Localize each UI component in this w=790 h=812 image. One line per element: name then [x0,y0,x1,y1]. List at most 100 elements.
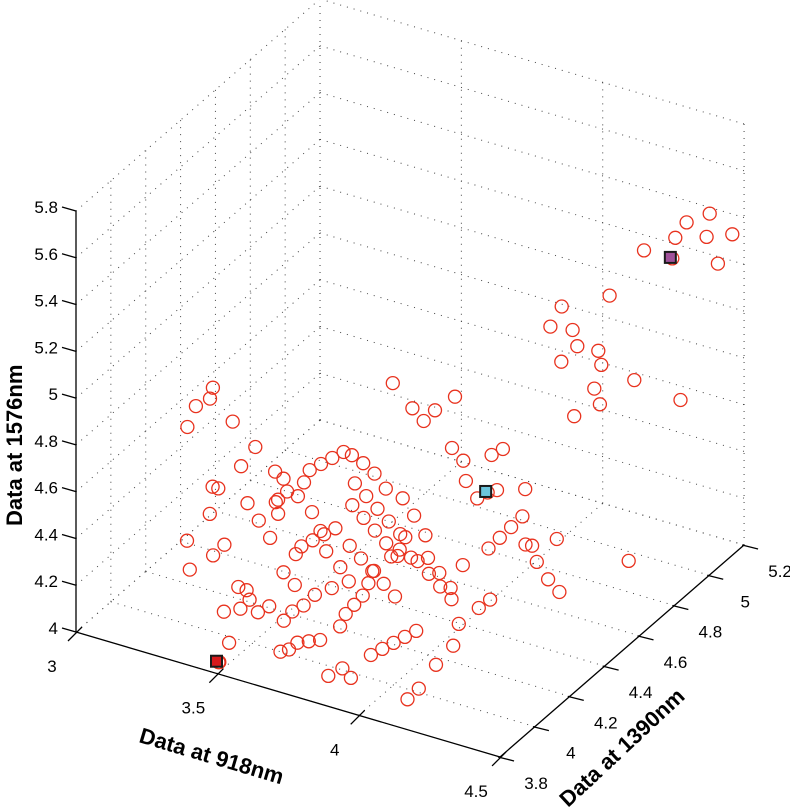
x-tick [350,709,366,725]
data-point [567,409,582,424]
data-point [518,481,533,497]
data-point [367,466,382,481]
z-tick-label: 5.4 [34,292,58,311]
data-point [296,598,311,613]
data-point [294,539,309,554]
y-tick [497,756,515,762]
z-tick [61,487,77,493]
data-point [276,471,291,486]
data-point [328,521,343,536]
z-tick [61,627,77,633]
data-point [313,456,329,472]
y-tick [672,604,689,611]
x-axis-line [75,631,501,758]
data-point [365,564,380,579]
y-tick [532,726,550,732]
data-point [552,584,567,600]
left-wall-grid-z [75,185,321,399]
data-point [627,372,642,388]
data-point [370,501,385,516]
data-point [481,541,496,556]
z-tick-label: 4.2 [34,572,58,591]
right-wall-grid-z [319,92,745,219]
data-point [233,601,248,616]
y-tick-label: 4.8 [699,623,723,642]
data-point [416,413,431,429]
data-point [216,604,232,619]
data-point [344,448,360,463]
data-point [268,495,283,510]
data-point [239,583,254,598]
data-point [211,481,226,496]
z-tick-label: 5.6 [34,245,58,264]
axes [61,206,759,767]
data-point [290,635,305,650]
data-point [375,641,390,657]
z-tick-label: 5.8 [34,198,58,217]
data-point [248,439,263,455]
data-point [409,623,424,639]
data-point [363,647,379,663]
data-point [554,299,569,314]
z-tick [61,580,77,586]
data-point [492,530,507,545]
right-wall-grid-z [319,138,745,265]
data-point [636,243,652,258]
data-point [451,616,466,632]
data-point [540,572,556,587]
data-point [276,565,291,580]
data-point [307,587,323,602]
data-point [444,592,459,607]
y-tick-label: 5.2 [768,562,790,581]
data-point [378,481,393,496]
data-point [529,554,544,570]
data-point [301,634,316,649]
data-point [217,537,232,552]
data-point [305,533,320,548]
data-point [343,670,359,686]
data-point [279,484,295,499]
y-tick [602,665,619,671]
data-point [287,577,302,593]
x-tick-label: 4 [330,740,339,759]
data-point [302,462,317,478]
data-point [336,444,351,460]
data-point [202,391,218,406]
z-tick [61,299,77,306]
data-point [456,453,471,468]
data-point [342,538,357,553]
data-point [443,580,458,596]
right-wall-grid-z [319,232,745,359]
data-point [338,606,353,622]
x-axis-title: Data at 918nm [137,723,287,789]
data-point [361,576,376,591]
z-tick [61,393,77,399]
data-point [702,206,717,221]
left-wall-grid-z [75,0,320,212]
data-point [347,476,363,491]
data-point [554,354,569,369]
floor-grid-y [285,449,710,576]
data-point [319,544,334,559]
data-point [570,339,585,354]
data-point [251,513,266,528]
floor-grid-x [217,461,462,675]
data-point [262,530,278,546]
data-point [710,256,726,271]
data-point [182,562,197,577]
data-point [356,510,371,526]
data-point [296,475,312,490]
tick-labels: 3 3.5 4 4.5 3.8 4 4.2 4.4 4.6 4.8 5 5.2 4 4.2 4.4 4.6 4.… [34,198,790,801]
data-point [420,550,436,566]
data-point [446,638,461,653]
data-point [321,668,336,684]
right-wall-grid-z [319,279,745,406]
left-wall-grid-z [75,232,321,446]
data-point [333,560,348,575]
z-tick-label: 5 [49,385,58,404]
data-point [386,635,401,651]
x-tick-label: 3.5 [182,699,206,718]
purple-square-marker [663,250,677,264]
z-tick [61,346,77,352]
